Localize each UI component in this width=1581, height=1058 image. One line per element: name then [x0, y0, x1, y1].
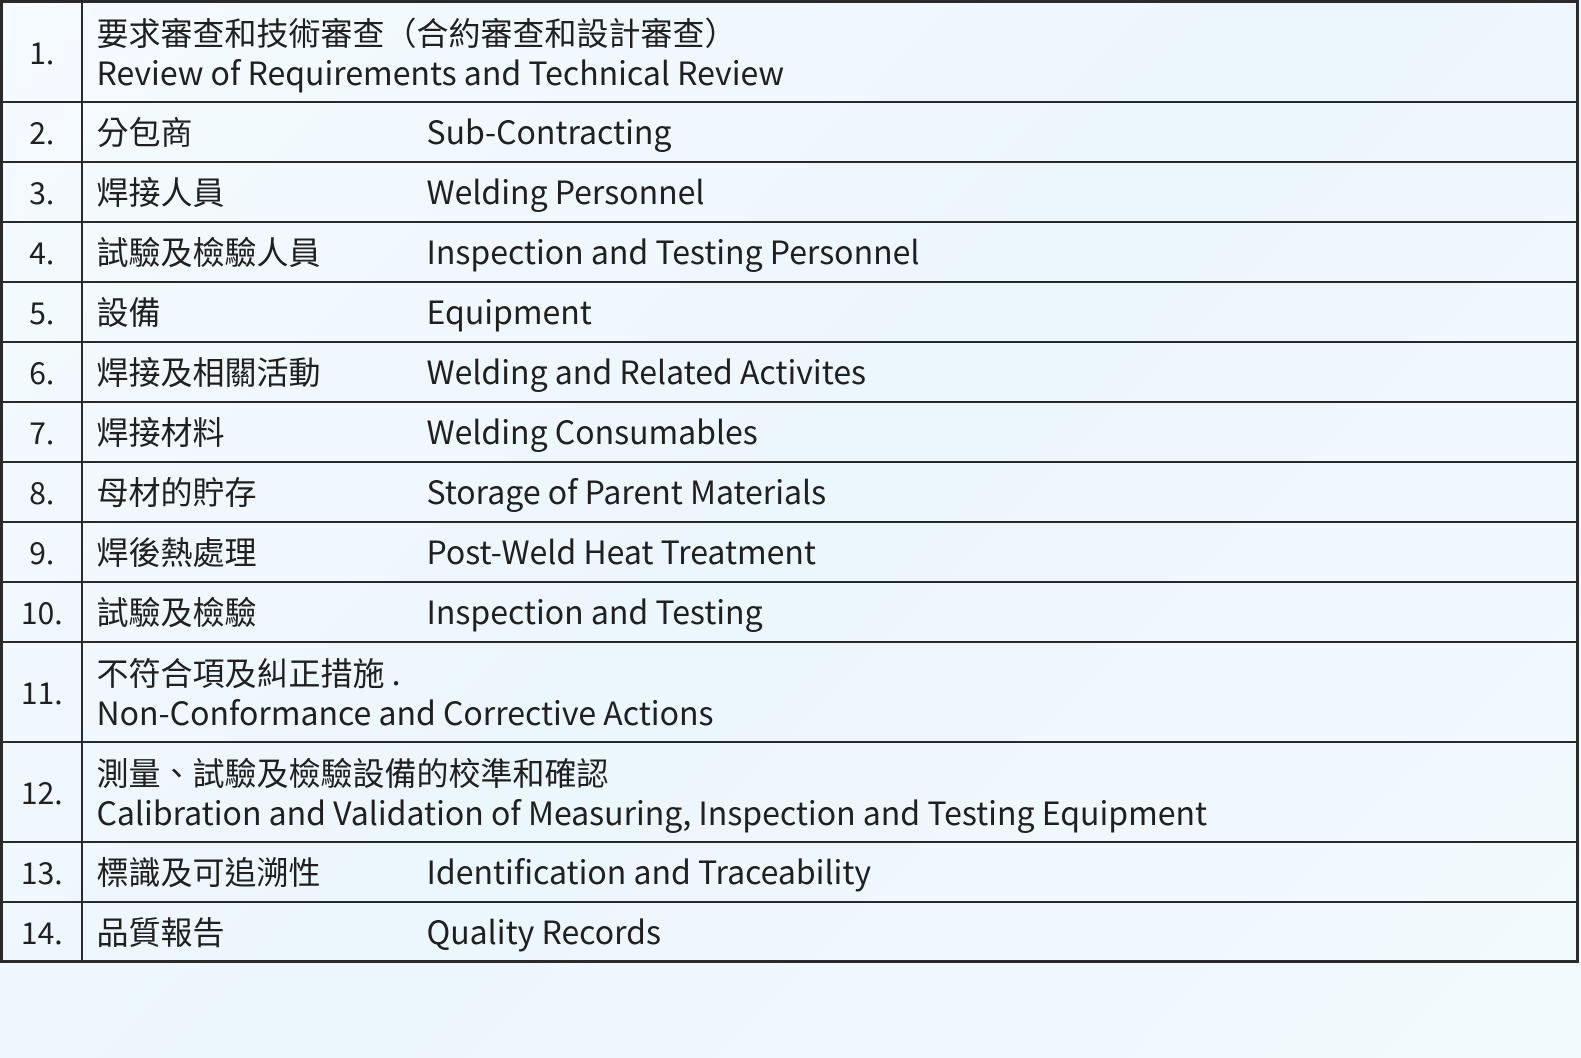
row-en: Post-Weld Heat Treatment	[427, 532, 816, 570]
table-row: 8. 母材的貯存 Storage of Parent Materials	[2, 462, 1578, 522]
row-number: 4.	[2, 222, 82, 282]
table-row: 11. 不符合項及糾正措施 . Non-Conformance and Corr…	[2, 642, 1578, 742]
row-number: 7.	[2, 402, 82, 462]
requirements-table: 1. 要求審查和技術審查（合約審查和設計審查） Review of Requir…	[0, 0, 1579, 963]
row-zh: 試驗及檢驗	[97, 592, 427, 630]
row-content: 母材的貯存 Storage of Parent Materials	[82, 462, 1578, 522]
row-content: 焊接人員 Welding Personnel	[82, 162, 1578, 222]
row-content: 焊後熱處理 Post-Weld Heat Treatment	[82, 522, 1578, 582]
table-row: 4. 試驗及檢驗人員 Inspection and Testing Person…	[2, 222, 1578, 282]
table-row: 2. 分包商 Sub-Contracting	[2, 102, 1578, 162]
table-row: 5. 設備 Equipment	[2, 282, 1578, 342]
row-zh: 焊接及相關活動	[97, 352, 427, 390]
row-content: 設備 Equipment	[82, 282, 1578, 342]
row-number: 1.	[2, 2, 82, 102]
row-en: Equipment	[427, 292, 592, 330]
row-zh: 要求審查和技術審查（合約審查和設計審查）	[97, 12, 1563, 52]
table-row: 10. 試驗及檢驗 Inspection and Testing	[2, 582, 1578, 642]
row-zh: 母材的貯存	[97, 472, 427, 510]
row-content: 試驗及檢驗人員 Inspection and Testing Personnel	[82, 222, 1578, 282]
table-row: 7. 焊接材料 Welding Consumables	[2, 402, 1578, 462]
row-number: 11.	[2, 642, 82, 742]
row-en: Inspection and Testing	[427, 592, 763, 630]
row-en: Calibration and Validation of Measuring,…	[97, 792, 1563, 832]
row-number: 3.	[2, 162, 82, 222]
row-number: 14.	[2, 902, 82, 962]
row-number: 12.	[2, 742, 82, 842]
row-zh: 焊後熱處理	[97, 532, 427, 570]
row-en: Welding Personnel	[427, 172, 705, 210]
table-row: 13. 標識及可追溯性 Identification and Traceabil…	[2, 842, 1578, 902]
table-row: 1. 要求審查和技術審查（合約審查和設計審查） Review of Requir…	[2, 2, 1578, 102]
row-zh: 焊接材料	[97, 412, 427, 450]
row-zh: 分包商	[97, 112, 427, 150]
row-en: Welding and Related Activites	[427, 352, 867, 390]
row-number: 10.	[2, 582, 82, 642]
row-en: Storage of Parent Materials	[427, 472, 827, 510]
row-number: 5.	[2, 282, 82, 342]
row-en: Inspection and Testing Personnel	[427, 232, 920, 270]
row-content: 測量、試驗及檢驗設備的校準和確認 Calibration and Validat…	[82, 742, 1578, 842]
row-en: Welding Consumables	[427, 412, 758, 450]
table-row: 3. 焊接人員 Welding Personnel	[2, 162, 1578, 222]
row-en: Sub-Contracting	[427, 112, 672, 150]
row-en: Non-Conformance and Corrective Actions	[97, 692, 1563, 732]
row-content: 不符合項及糾正措施 . Non-Conformance and Correcti…	[82, 642, 1578, 742]
row-en: Identification and Traceability	[427, 852, 872, 890]
row-content: 要求審查和技術審查（合約審查和設計審查） Review of Requireme…	[82, 2, 1578, 102]
row-zh: 設備	[97, 292, 427, 330]
row-content: 分包商 Sub-Contracting	[82, 102, 1578, 162]
row-zh: 不符合項及糾正措施 .	[97, 652, 1563, 692]
row-number: 8.	[2, 462, 82, 522]
row-zh: 焊接人員	[97, 172, 427, 210]
table-row: 6. 焊接及相關活動 Welding and Related Activites	[2, 342, 1578, 402]
row-number: 9.	[2, 522, 82, 582]
row-en: Review of Requirements and Technical Rev…	[97, 52, 1563, 92]
row-number: 13.	[2, 842, 82, 902]
row-number: 6.	[2, 342, 82, 402]
row-zh: 測量、試驗及檢驗設備的校準和確認	[97, 752, 1563, 792]
row-content: 試驗及檢驗 Inspection and Testing	[82, 582, 1578, 642]
row-content: 焊接材料 Welding Consumables	[82, 402, 1578, 462]
row-zh: 標識及可追溯性	[97, 852, 427, 890]
row-zh: 品質報告	[97, 912, 427, 950]
table-row: 9. 焊後熱處理 Post-Weld Heat Treatment	[2, 522, 1578, 582]
table-row: 14. 品質報告 Quality Records	[2, 902, 1578, 962]
table-row: 12. 測量、試驗及檢驗設備的校準和確認 Calibration and Val…	[2, 742, 1578, 842]
row-content: 焊接及相關活動 Welding and Related Activites	[82, 342, 1578, 402]
row-zh: 試驗及檢驗人員	[97, 232, 427, 270]
row-number: 2.	[2, 102, 82, 162]
row-content: 品質報告 Quality Records	[82, 902, 1578, 962]
row-content: 標識及可追溯性 Identification and Traceability	[82, 842, 1578, 902]
row-en: Quality Records	[427, 912, 662, 950]
